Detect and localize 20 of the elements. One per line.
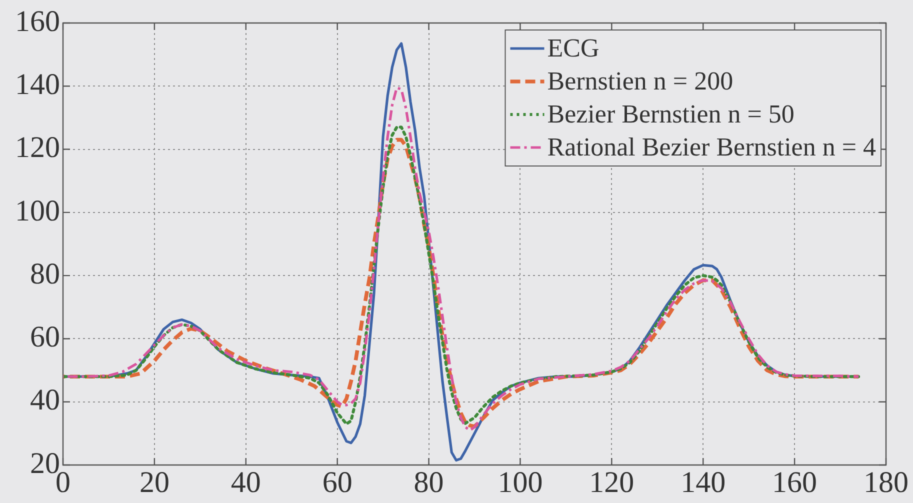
x-tick-label: 100 — [498, 466, 543, 499]
x-tick-label: 160 — [772, 466, 818, 499]
legend-label: ECG — [547, 33, 600, 62]
y-tick-label: 120 — [15, 131, 60, 164]
legend-label: Bernstien n = 200 — [547, 66, 734, 96]
y-tick-label: 60 — [30, 320, 60, 354]
x-tick-label: 20 — [139, 466, 170, 499]
x-tick-label: 60 — [322, 466, 352, 499]
y-tick-label: 80 — [30, 257, 60, 290]
y-tick-label: 140 — [15, 68, 60, 102]
y-tick-label: 40 — [30, 384, 60, 417]
x-tick-label: 120 — [589, 466, 634, 499]
y-tick-label: 100 — [15, 194, 60, 228]
x-tick-label: 40 — [230, 466, 261, 499]
x-tick-label: 140 — [680, 466, 726, 499]
x-tick-label: 180 — [864, 466, 908, 499]
legend-label: Rational Bezier Bernstien n = 4 — [547, 132, 876, 162]
legend-label: Bezier Bernstien n = 50 — [547, 99, 794, 128]
y-tick-label: 160 — [15, 4, 60, 38]
x-tick-label: 80 — [414, 466, 444, 499]
